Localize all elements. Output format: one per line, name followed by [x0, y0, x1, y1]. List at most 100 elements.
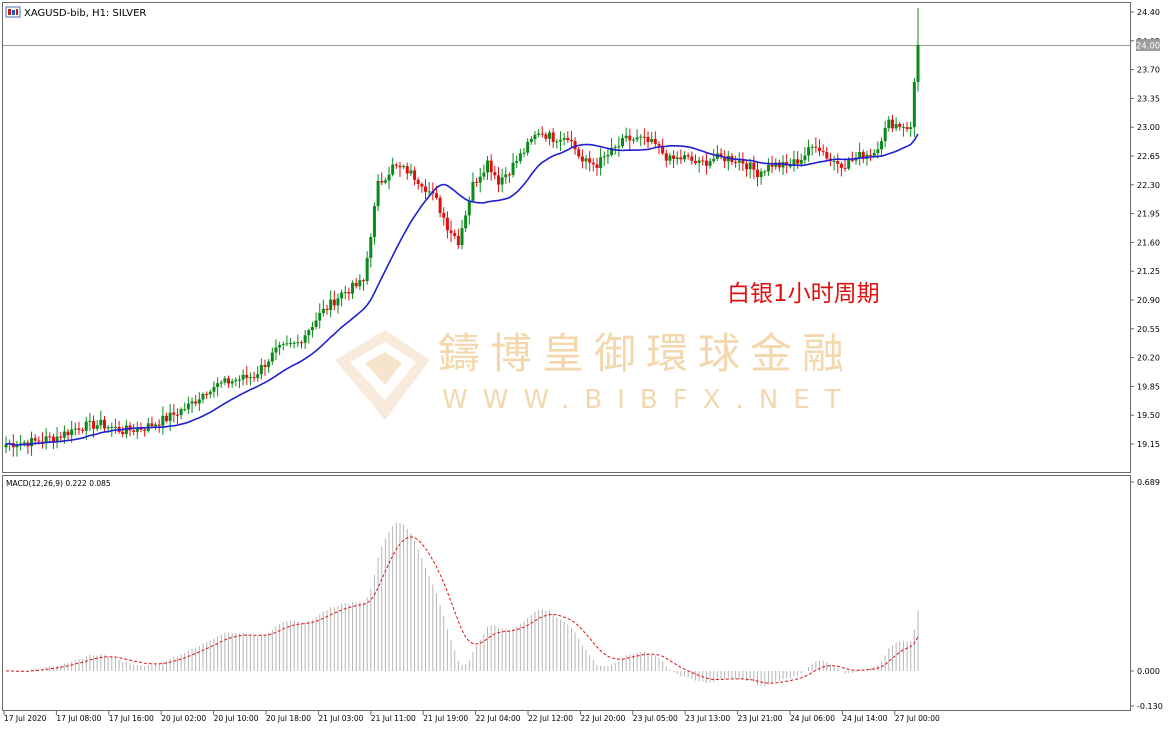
candle-body [507, 174, 511, 176]
candle-body [347, 292, 351, 294]
candle [416, 177, 420, 190]
candle-body [157, 424, 161, 426]
candle-body [62, 431, 66, 438]
candle-body [861, 152, 865, 159]
candle [642, 128, 646, 146]
candle [558, 131, 562, 152]
candle-body [807, 147, 811, 156]
candle [500, 168, 504, 193]
macd-panel-frame [2, 475, 1131, 711]
candle [66, 428, 70, 440]
candle [486, 156, 490, 180]
candle-body [475, 181, 479, 183]
candle [245, 365, 249, 386]
candle [252, 371, 256, 382]
candle [70, 420, 74, 443]
candle-body [409, 170, 413, 174]
candle [551, 128, 555, 148]
candle-body [876, 149, 880, 153]
candle [329, 290, 333, 318]
candle [890, 114, 894, 133]
chart-annotation: 白银1小时周期 [727, 281, 880, 307]
candle [372, 202, 376, 245]
candle-body [303, 335, 307, 343]
candle [340, 289, 344, 307]
candle-body [438, 197, 442, 213]
candle-body [759, 171, 763, 178]
candle [584, 155, 588, 170]
candle-body [741, 160, 745, 164]
candle-body [99, 419, 103, 426]
candle [850, 151, 854, 163]
candle-body [248, 377, 252, 379]
candle [569, 130, 573, 148]
candle [610, 138, 614, 157]
time-tick-label: 17 Jul 16:00 [109, 714, 154, 723]
candle-body [380, 180, 384, 183]
candle-body [843, 167, 847, 169]
candle-body [394, 164, 398, 166]
candle-body [504, 174, 508, 178]
candle-body [391, 164, 395, 175]
candle [321, 299, 325, 317]
candle [646, 131, 650, 149]
candle-body [296, 342, 300, 344]
candle [376, 174, 380, 212]
time-tick-label: 22 Jul 12:00 [528, 714, 573, 723]
price-tick-label: 23.70 [1137, 66, 1160, 75]
candle [318, 303, 322, 329]
candle-body [372, 206, 376, 238]
candle [540, 126, 544, 138]
macd-tick-label: 0.689 [1137, 478, 1160, 487]
candle-body [267, 361, 271, 367]
candle [161, 406, 165, 435]
candle [715, 144, 719, 162]
price-tick-label: 24.40 [1137, 8, 1160, 17]
current-price-tag: 24.00 [1136, 39, 1160, 52]
candle [19, 435, 23, 451]
candle [777, 159, 781, 172]
time-tick-label: 23 Jul 13:00 [685, 714, 730, 723]
candle [73, 422, 77, 436]
candle-body [573, 141, 577, 150]
candle-body [321, 308, 325, 313]
candle [219, 380, 223, 388]
candle [781, 155, 785, 175]
candle-body [836, 161, 840, 164]
candle-body [799, 160, 803, 164]
candle-body [292, 342, 296, 344]
candle-body [464, 215, 468, 229]
candle-body [365, 257, 369, 282]
candle-body [511, 162, 515, 175]
candle-body [642, 136, 646, 138]
candle-body [628, 135, 632, 141]
candle-body [763, 171, 767, 173]
candle [712, 149, 716, 164]
candle-body [686, 155, 690, 157]
candle [208, 389, 212, 399]
candle [420, 182, 424, 193]
candle-body [518, 153, 522, 162]
candle [343, 285, 347, 300]
candle-body [814, 146, 818, 148]
candle [624, 127, 628, 142]
candle-body [252, 377, 256, 379]
candles [4, 8, 920, 457]
candle [362, 278, 366, 291]
candle-body [168, 412, 172, 422]
candle [544, 132, 548, 142]
candle [95, 419, 99, 432]
candle-body [599, 157, 603, 168]
candle-body [81, 429, 85, 431]
candle [92, 415, 96, 438]
time-tick-label: 17 Jul 08:00 [56, 714, 101, 723]
candle-body [482, 172, 486, 177]
price-tick-label: 23.35 [1137, 94, 1160, 103]
candle-body [653, 139, 657, 144]
candle-body [540, 133, 544, 135]
time-tick-label: 20 Jul 10:00 [214, 714, 259, 723]
candle-body [569, 140, 573, 142]
candle-body [774, 162, 778, 167]
candle [394, 162, 398, 169]
candle [117, 420, 121, 434]
